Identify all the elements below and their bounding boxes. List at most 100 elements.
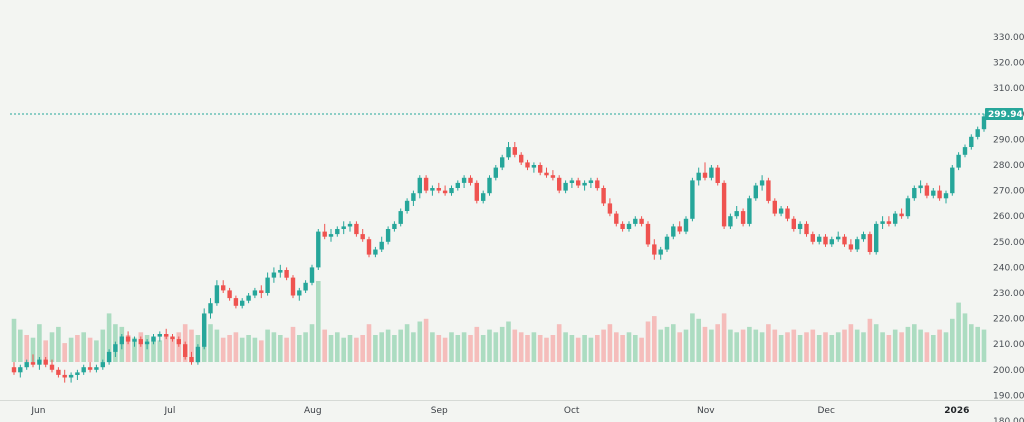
candle-body bbox=[931, 190, 936, 196]
candle-body bbox=[246, 295, 251, 301]
candle-body bbox=[170, 336, 175, 340]
volume-bar bbox=[880, 332, 885, 362]
candle-body bbox=[100, 362, 105, 368]
volume-bar bbox=[778, 335, 784, 362]
candle-body bbox=[379, 241, 384, 250]
candle-body bbox=[671, 226, 676, 237]
candle-body bbox=[271, 272, 277, 278]
candle-body bbox=[810, 234, 815, 242]
candle-body bbox=[817, 236, 822, 242]
candle-body bbox=[214, 285, 220, 304]
candle-body bbox=[208, 303, 213, 314]
volume-bar bbox=[474, 326, 480, 362]
candle-body bbox=[449, 188, 454, 194]
candle-body bbox=[525, 162, 530, 168]
volume-bar bbox=[690, 313, 695, 362]
candle-body bbox=[385, 229, 391, 242]
candle-body bbox=[772, 200, 777, 214]
volume-bar bbox=[810, 329, 816, 362]
volume-bar bbox=[75, 335, 80, 362]
y-tick-label: 220.00 bbox=[993, 315, 1024, 325]
volume-bar bbox=[728, 329, 733, 362]
volume-bar bbox=[969, 324, 974, 362]
volume-bar bbox=[214, 329, 220, 362]
volume-bar bbox=[525, 335, 530, 362]
candle-body bbox=[164, 334, 169, 337]
candle-body bbox=[75, 372, 80, 375]
volume-bar bbox=[347, 335, 353, 362]
volume-bar bbox=[696, 318, 701, 362]
candle-body bbox=[778, 208, 784, 214]
volume-bar bbox=[341, 337, 346, 362]
candle-body bbox=[550, 175, 556, 178]
volume-bar bbox=[297, 335, 302, 362]
volume-bar bbox=[550, 335, 556, 362]
candle-body bbox=[614, 213, 619, 224]
volume-bar bbox=[499, 326, 505, 362]
x-tick-label: Jul bbox=[164, 406, 176, 416]
candle-body bbox=[804, 223, 809, 235]
candle-body bbox=[195, 346, 201, 363]
x-tick-label: Jun bbox=[30, 406, 45, 416]
volume-bar bbox=[436, 335, 442, 362]
candle-body bbox=[265, 277, 270, 293]
volume-bar bbox=[360, 335, 365, 362]
candle-body bbox=[119, 336, 124, 345]
volume-bar bbox=[595, 335, 600, 362]
volume-bar bbox=[702, 326, 708, 362]
candle-body bbox=[233, 298, 239, 306]
volume-bar bbox=[506, 321, 511, 362]
candle-body bbox=[442, 190, 448, 194]
candle-body bbox=[487, 177, 492, 194]
y-tick-label: 200.00 bbox=[993, 366, 1024, 376]
volume-bar bbox=[962, 313, 968, 362]
x-tick-label: 2026 bbox=[944, 406, 969, 416]
volume-bar bbox=[11, 318, 17, 362]
candle-body bbox=[861, 234, 866, 240]
volume-bar bbox=[905, 326, 911, 362]
volume-bar bbox=[385, 329, 391, 362]
volume-bar bbox=[252, 337, 258, 362]
candle-body bbox=[683, 218, 689, 232]
candle-body bbox=[430, 188, 435, 191]
candle-body bbox=[981, 116, 987, 130]
candle-body bbox=[728, 216, 733, 227]
y-tick-label: 230.00 bbox=[993, 289, 1024, 299]
candle-body bbox=[404, 200, 410, 211]
candle-body bbox=[202, 313, 207, 347]
volume-bar bbox=[823, 332, 828, 362]
volume-bar bbox=[100, 329, 106, 362]
time-axis[interactable]: JunJulAugSepOctNovDec2026FebMarAprMay bbox=[30, 406, 1024, 416]
y-tick-label: 320.00 bbox=[993, 59, 1024, 69]
volume-bar bbox=[867, 318, 873, 362]
candle-body bbox=[62, 374, 67, 378]
candle-body bbox=[759, 180, 765, 186]
candle-body bbox=[189, 357, 194, 363]
candle-body bbox=[702, 172, 708, 178]
candle-body bbox=[962, 147, 968, 155]
volume-bar bbox=[278, 335, 283, 362]
candle-body bbox=[360, 234, 365, 240]
volume-bar bbox=[43, 340, 48, 362]
volume-bar bbox=[290, 326, 296, 362]
candle-body bbox=[24, 362, 29, 368]
volume-bar bbox=[328, 335, 334, 362]
candle-body bbox=[595, 180, 600, 189]
volume-bar bbox=[233, 332, 239, 362]
volume-bar bbox=[461, 332, 467, 362]
y-tick-label: 290.00 bbox=[993, 135, 1024, 145]
y-tick-label: 240.00 bbox=[993, 263, 1024, 273]
y-tick-label: 210.00 bbox=[993, 340, 1024, 350]
volume-bar bbox=[151, 337, 156, 362]
volume-bar bbox=[30, 337, 36, 362]
volume-bar bbox=[468, 335, 473, 362]
candle-body bbox=[880, 221, 885, 224]
candle-body bbox=[56, 369, 61, 375]
candle-body bbox=[221, 285, 226, 291]
volume-bar bbox=[455, 335, 461, 362]
y-tick-label: 280.00 bbox=[993, 161, 1024, 171]
candle-body bbox=[797, 223, 803, 229]
candle-body bbox=[569, 180, 575, 183]
volume-bar bbox=[918, 329, 923, 362]
